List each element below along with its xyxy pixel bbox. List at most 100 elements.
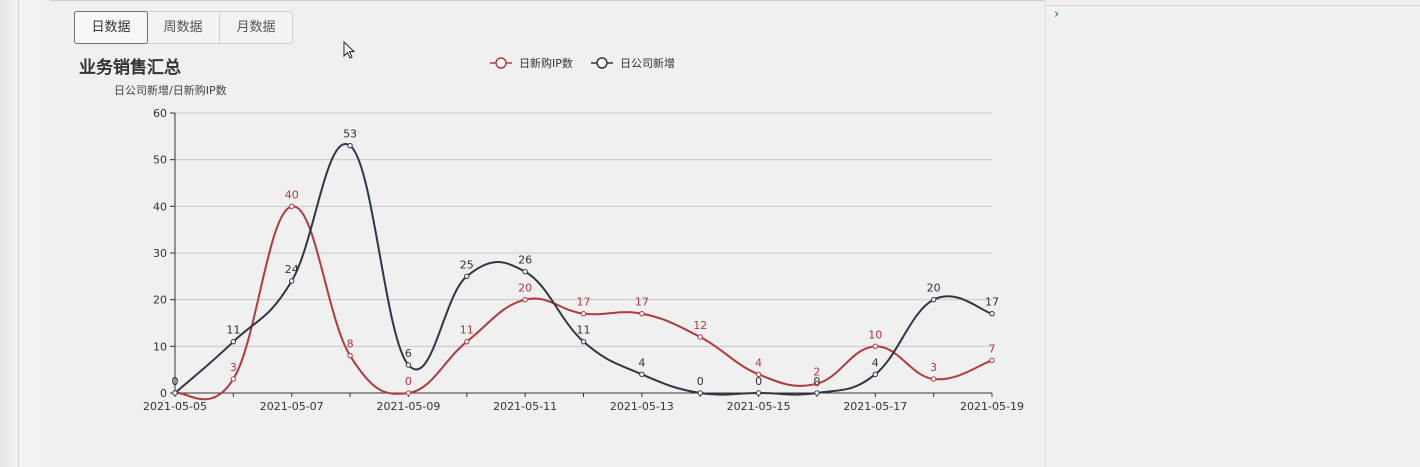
data-label: 20: [518, 282, 532, 295]
left-gutter: [0, 0, 50, 467]
y-tick-label: 10: [153, 340, 167, 353]
y-tick-label: 60: [153, 107, 167, 120]
data-point: [580, 338, 587, 345]
data-point: [580, 310, 587, 317]
data-point: [172, 390, 178, 396]
data-point: [814, 390, 820, 396]
data-point: [230, 376, 237, 382]
data-point: [814, 380, 820, 387]
data-point: [639, 310, 645, 317]
series-group: [172, 142, 995, 401]
data-point: [872, 371, 878, 378]
devtools-panel: ›: [1045, 0, 1420, 467]
data-label: 24: [285, 263, 299, 276]
data-point: [697, 334, 703, 340]
data-label: 2: [813, 366, 820, 379]
data-point: [464, 273, 470, 280]
data-label: 4: [638, 356, 645, 369]
grid: [175, 112, 992, 347]
data-label: 20: [927, 282, 941, 295]
data-label: 0: [697, 375, 704, 388]
data-point: [697, 390, 703, 396]
sales-line-chart: 业务销售汇总 日公司新增/日新购IP数 日新购IP数 日公司新增 01020304…: [79, 56, 1024, 413]
data-label: 11: [460, 324, 474, 337]
data-label: 0: [405, 375, 412, 388]
y-tick-label: 20: [153, 294, 167, 307]
data-point: [522, 296, 528, 303]
y-tick-label: 30: [153, 247, 167, 260]
data-label: 25: [460, 258, 474, 271]
data-label: 3: [930, 361, 937, 374]
legend-label: 日新购IP数: [519, 56, 573, 70]
devtools-top-line: [1046, 5, 1420, 6]
data-point: [347, 352, 353, 359]
y-tick-label: 0: [160, 387, 167, 400]
chart-title: 业务销售汇总: [79, 57, 181, 78]
data-point: [405, 362, 412, 368]
data-label: 0: [172, 375, 179, 388]
data-point: [405, 390, 412, 396]
data-label: 26: [518, 254, 532, 267]
mouse-cursor-icon: [343, 41, 356, 59]
series-line-2: [174, 142, 993, 396]
data-label: 17: [635, 296, 649, 309]
data-point: [230, 338, 237, 345]
data-point: [289, 203, 295, 210]
data-point: [347, 142, 353, 149]
data-label: 3: [230, 361, 237, 374]
data-point: [639, 371, 645, 378]
data-point: [755, 390, 762, 396]
top-divider: [50, 0, 1045, 1]
x-tick-label: 2021-05-19: [960, 400, 1024, 413]
data-label: 7: [989, 342, 996, 355]
data-label: 0: [755, 375, 762, 388]
data-label: 40: [285, 188, 299, 201]
data-label: 0: [172, 375, 179, 388]
data-label: 4: [755, 356, 762, 369]
y-tick-label: 40: [153, 200, 167, 213]
tab-month[interactable]: 月数据: [236, 20, 276, 35]
main-panel: 日数据 周数据 月数据 业务销售汇总 日公司新增/日新购IP数 日新购IP数 日公…: [50, 0, 1045, 467]
x-tick-label: 2021-05-17: [843, 400, 907, 413]
data-label: 17: [577, 296, 591, 309]
y-tick-label: 50: [153, 154, 167, 167]
data-label: 4: [872, 356, 879, 369]
series-line-1: [174, 205, 993, 401]
data-label: 17: [985, 296, 999, 309]
data-point: [464, 338, 470, 345]
legend-marker: [495, 57, 507, 69]
data-label: 11: [577, 324, 591, 337]
legend-label: 日公司新增: [620, 56, 675, 70]
data-point: [989, 357, 995, 364]
x-tick-label: 2021-05-11: [493, 400, 557, 413]
tab-day[interactable]: 日数据: [74, 11, 148, 44]
gutter-edge: [18, 0, 19, 467]
console-caret-icon[interactable]: ›: [1054, 7, 1060, 22]
data-label: 10: [868, 328, 882, 341]
data-label: 0: [813, 375, 820, 388]
x-tick-label: 2021-05-07: [260, 400, 324, 413]
data-point: [289, 278, 295, 284]
period-tabs: 日数据 周数据 月数据: [74, 11, 293, 44]
x-tick-label: 2021-05-05: [143, 400, 207, 413]
data-point: [989, 310, 995, 317]
data-label: 8: [347, 338, 354, 351]
data-label: 11: [226, 324, 240, 337]
data-label: 53: [343, 128, 357, 141]
data-point: [872, 343, 878, 350]
data-point: [930, 296, 937, 303]
legend-marker: [596, 57, 608, 69]
data-point: [522, 268, 528, 275]
tab-week[interactable]: 周数据: [147, 12, 220, 43]
y-axis-label: 日公司新增/日新购IP数: [114, 83, 227, 97]
data-label: 6: [405, 347, 412, 360]
x-tick-label: 2021-05-09: [376, 400, 440, 413]
legend: 日新购IP数 日公司新增: [490, 56, 675, 70]
data-point: [755, 371, 762, 378]
data-point: [930, 376, 937, 382]
x-tick-label: 2021-05-13: [610, 400, 674, 413]
x-tick-label: 2021-05-15: [727, 400, 791, 413]
data-label: 12: [693, 319, 707, 332]
